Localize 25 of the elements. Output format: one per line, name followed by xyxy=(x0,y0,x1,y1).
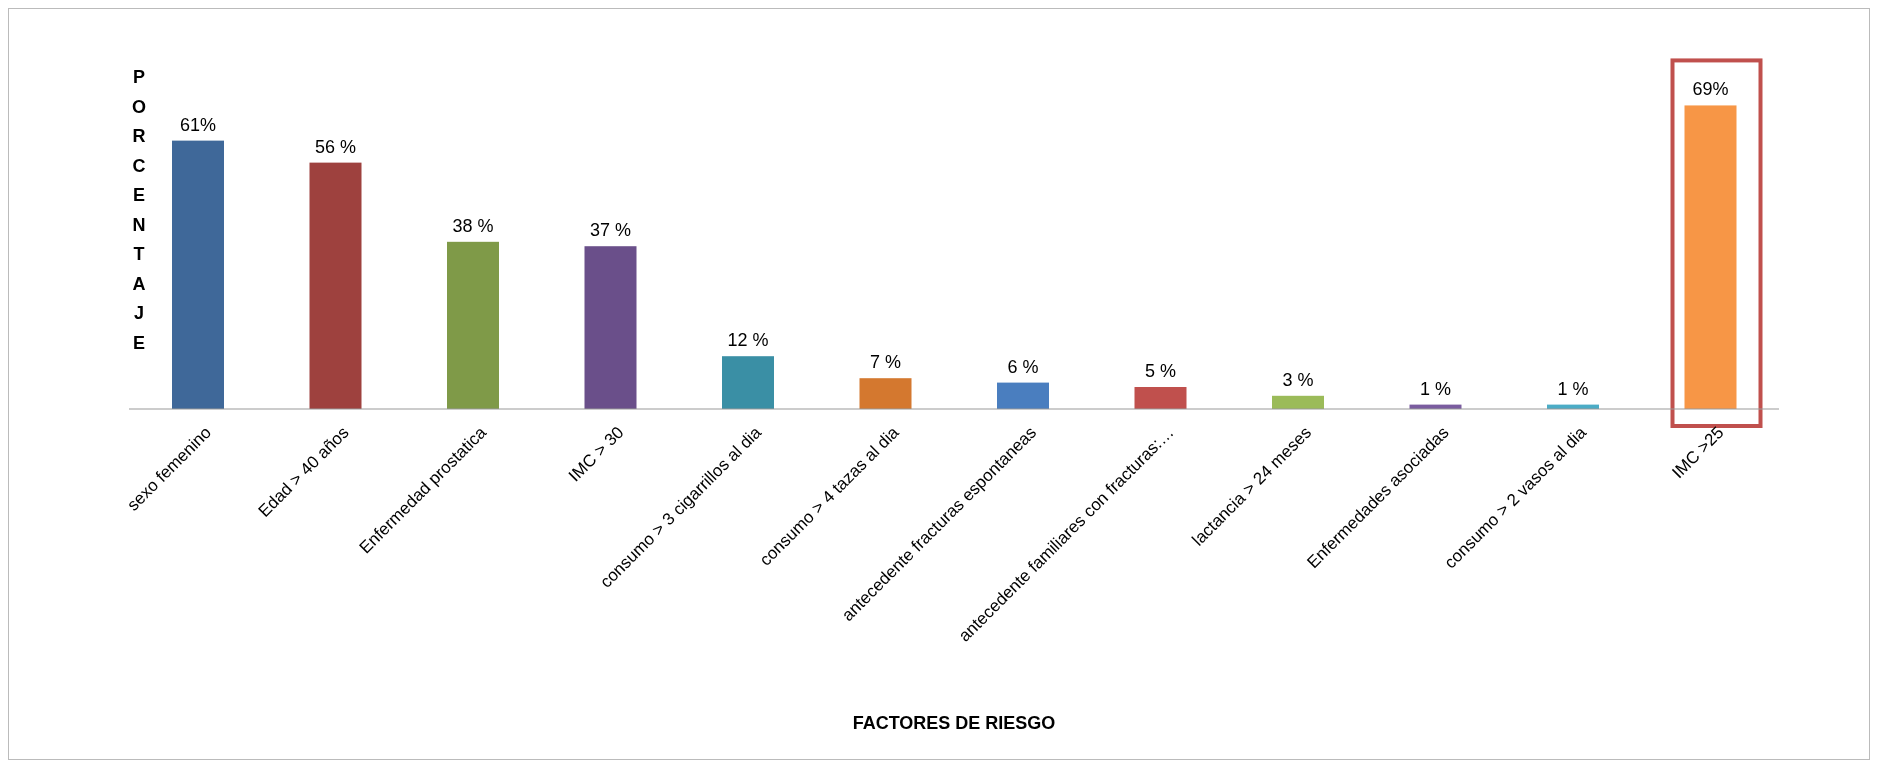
text: PORCENTAJE xyxy=(131,67,147,353)
data-label: 3 % xyxy=(1282,369,1314,390)
bar xyxy=(309,162,362,409)
bar xyxy=(447,241,499,409)
x-axis-title: FACTORES DE RIESGO xyxy=(852,713,1056,733)
data-label: 56 % xyxy=(314,136,357,157)
x-tick-label: IMC > 30 xyxy=(565,422,628,486)
x-tick-label: IMC >25 xyxy=(1668,422,1728,483)
bar xyxy=(172,140,224,409)
bar xyxy=(859,378,912,409)
bar xyxy=(1134,387,1187,409)
data-label: 12 % xyxy=(727,330,769,351)
data-label: 1 % xyxy=(1419,378,1452,399)
data-label: 37 % xyxy=(589,220,632,241)
data-label: 61% xyxy=(179,114,217,135)
bar xyxy=(997,382,1049,409)
data-label: 7 % xyxy=(869,352,902,373)
data-label: 1 % xyxy=(1557,378,1589,399)
bar xyxy=(584,246,637,409)
data-label: 38 % xyxy=(452,215,494,236)
data-label: 5 % xyxy=(1144,361,1177,381)
bar xyxy=(722,356,774,409)
data-label: 6 % xyxy=(1007,356,1039,377)
bar xyxy=(1272,395,1324,409)
data-label: 69% xyxy=(1692,79,1729,100)
